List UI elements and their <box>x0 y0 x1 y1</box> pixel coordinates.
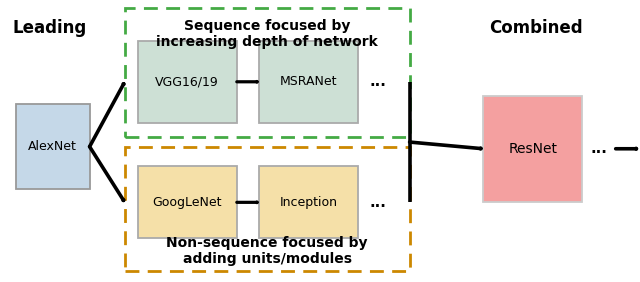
FancyBboxPatch shape <box>259 41 358 123</box>
Text: ...: ... <box>590 141 607 156</box>
Text: AlexNet: AlexNet <box>28 140 77 153</box>
Text: ...: ... <box>370 74 387 89</box>
Text: VGG16/19: VGG16/19 <box>156 75 219 88</box>
FancyBboxPatch shape <box>483 96 582 202</box>
FancyBboxPatch shape <box>259 166 358 238</box>
Text: Inception: Inception <box>280 196 338 209</box>
FancyBboxPatch shape <box>138 41 237 123</box>
Text: Sequence focused by
increasing depth of network: Sequence focused by increasing depth of … <box>156 19 378 49</box>
Text: MSRANet: MSRANet <box>280 75 337 88</box>
Text: Leading: Leading <box>13 19 87 37</box>
Text: ResNet: ResNet <box>508 142 557 156</box>
Text: Combined: Combined <box>490 19 583 37</box>
Text: ...: ... <box>370 195 387 210</box>
Text: GoogLeNet: GoogLeNet <box>152 196 222 209</box>
Text: Non-sequence focused by
adding units/modules: Non-sequence focused by adding units/mod… <box>166 236 368 266</box>
FancyBboxPatch shape <box>16 104 90 189</box>
FancyBboxPatch shape <box>138 166 237 238</box>
